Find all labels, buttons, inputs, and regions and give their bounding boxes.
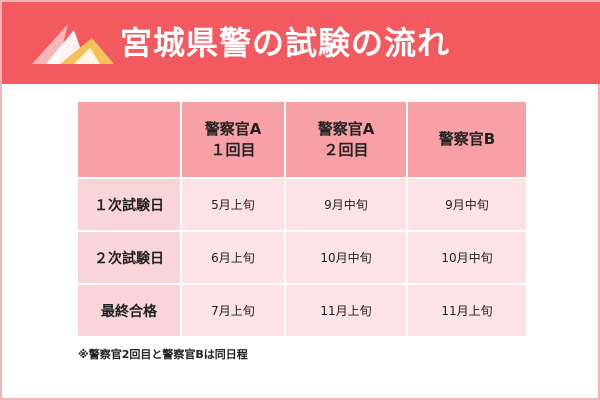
table-row: １次試験日 5月上旬 9月中旬 9月中旬: [78, 179, 526, 230]
table-cell: 10月中旬: [286, 232, 406, 283]
table-cell: 11月上旬: [286, 285, 406, 336]
header-banner: 宮城県警の試験の流れ: [2, 2, 600, 84]
header-cell-officer-a-first: 警察官A １回目: [182, 102, 284, 177]
table-cell: 6月上旬: [182, 232, 284, 283]
table-row: ２次試験日 6月上旬 10月中旬 10月中旬: [78, 232, 526, 283]
row-label: ２次試験日: [78, 232, 180, 283]
row-label: 最終合格: [78, 285, 180, 336]
table-row: 最終合格 7月上旬 11月上旬 11月上旬: [78, 285, 526, 336]
footnote: ※警察官2回目と警察官Bは同日程: [78, 348, 248, 361]
table-cell: 10月中旬: [408, 232, 526, 283]
row-label: １次試験日: [78, 179, 180, 230]
table-header-row: 警察官A １回目 警察官A ２回目 警察官B: [78, 102, 526, 177]
page-title: 宮城県警の試験の流れ: [120, 24, 451, 62]
header-cell-officer-a-second: 警察官A ２回目: [286, 102, 406, 177]
header-cell-empty: [78, 102, 180, 177]
logo-icon: [32, 24, 114, 64]
schedule-table: 警察官A １回目 警察官A ２回目 警察官B １次試験日 5月上旬 9月中旬 9…: [78, 102, 526, 338]
table-cell: 9月中旬: [408, 179, 526, 230]
table-cell: 9月中旬: [286, 179, 406, 230]
table-cell: 11月上旬: [408, 285, 526, 336]
table-cell: 7月上旬: [182, 285, 284, 336]
header-cell-officer-b: 警察官B: [408, 102, 526, 177]
table-cell: 5月上旬: [182, 179, 284, 230]
